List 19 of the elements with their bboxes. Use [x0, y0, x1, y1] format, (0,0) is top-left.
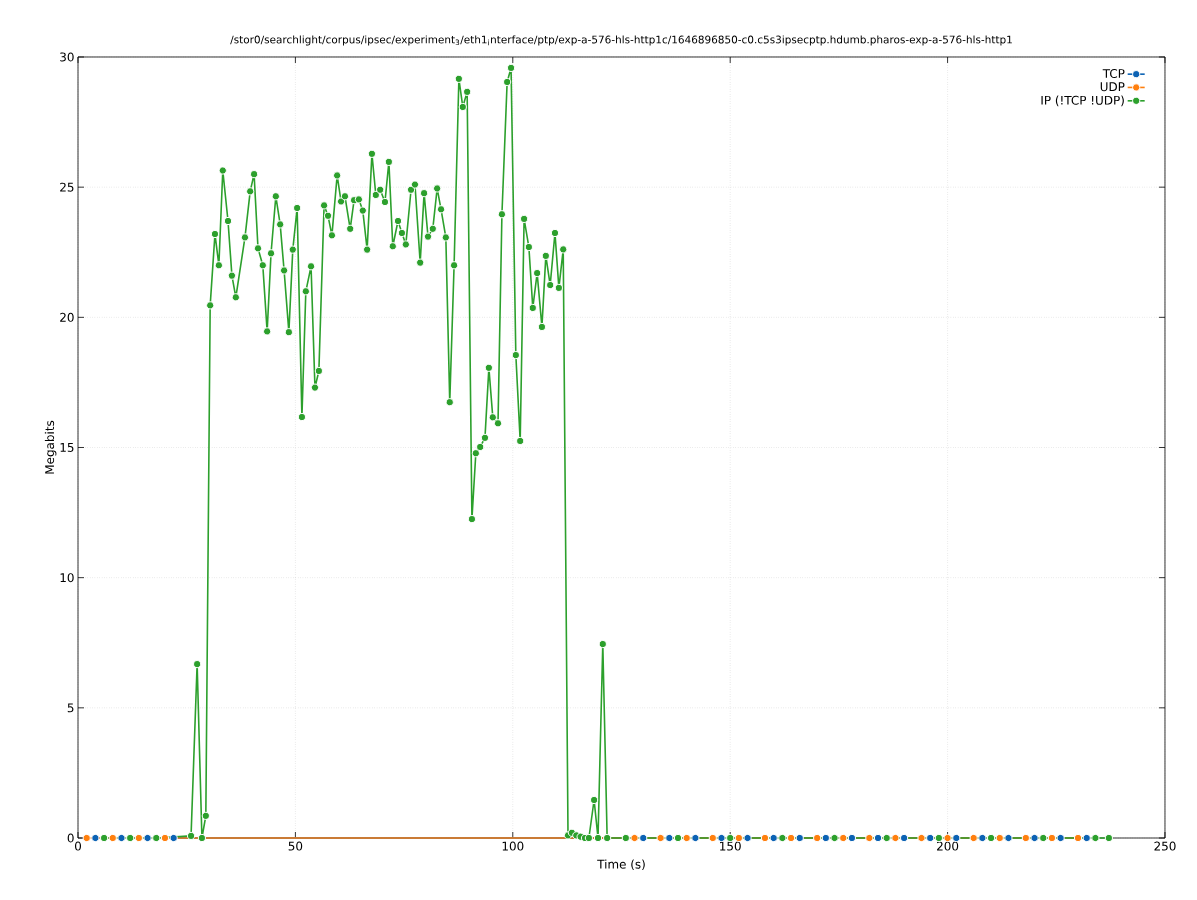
- chart-title: /stor0/searchlight/corpus/ipsec/experiment$_{3}$/eth1$_{i}$nterface/ptp/exp-a-576-hls-http1c/1646896850-c0.c5s3ipsecptp.hdumb.pharos-exp-a-576-hls-http1: [230, 35, 1012, 46]
- x-tick-label: 150: [720, 841, 741, 851]
- x-tick-label: 50: [288, 841, 303, 851]
- x-tick-label: 0: [74, 841, 82, 851]
- legend-label: IP (!TCP !UDP): [1041, 95, 1124, 107]
- x-tick-label: 250: [1154, 841, 1176, 851]
- y-tick-label: 25: [60, 182, 74, 192]
- x-axis-title: Time (s): [597, 859, 645, 871]
- y-tick-label: 15: [60, 443, 74, 452]
- x-tick-label: 100: [502, 841, 524, 851]
- x-tick-label: 200: [937, 841, 959, 851]
- legend-label: TCP: [1102, 68, 1125, 79]
- y-tick-label: 0: [67, 833, 74, 843]
- y-tick-label: 5: [67, 703, 74, 713]
- y-axis-title: Megabits: [44, 420, 57, 474]
- y-tick-label: 20: [60, 312, 74, 322]
- y-tick-label: 10: [60, 573, 74, 583]
- y-tick-label: 30: [60, 52, 74, 62]
- legend-label: UDP: [1100, 82, 1125, 92]
